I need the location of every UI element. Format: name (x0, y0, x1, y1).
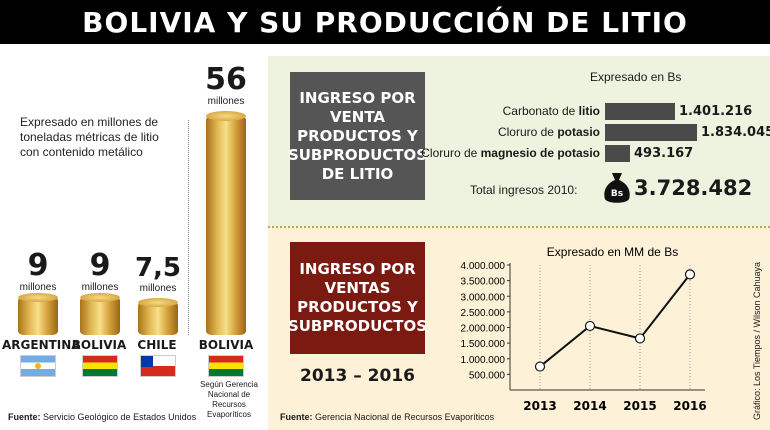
x-tick-label: 2014 (573, 399, 606, 413)
income-bar (605, 124, 697, 141)
reserves-note: Expresado en millones de toneladas métri… (20, 115, 159, 159)
y-tick-label: 2.500.000 (461, 308, 506, 319)
income-bar (605, 103, 675, 120)
reserve-unit-bolivia-gnre: millones (207, 96, 245, 107)
x-tick-label: 2013 (523, 399, 556, 413)
reserve-value-bolivia-gnre: 56 (205, 62, 247, 97)
data-point (634, 333, 646, 344)
reserve-unit-bolivia-usgs: millones (81, 282, 119, 293)
bolivia-source-note: Según Gerencia Nacional de Recursos Evap… (200, 380, 258, 419)
reserve-unit-chile: millones (139, 283, 177, 294)
y-tick-label: 3.000.000 (461, 292, 506, 303)
x-tick-label: 2016 (673, 399, 706, 413)
panel-separator (268, 226, 770, 228)
coin-stack-chile (138, 302, 178, 335)
income-bar-label: Cloruro de magnesio de potasio (421, 146, 600, 160)
flag-argentina-icon (20, 355, 56, 377)
x-tick-label: 2015 (623, 399, 656, 413)
coin-stack-argentina (18, 297, 58, 335)
credit: Gráfico: Los Tiempos / Wilson Cahuaya (752, 261, 762, 420)
y-tick-label: 3.500.000 (461, 277, 506, 288)
y-tick-label: 2.000.000 (461, 324, 506, 335)
country-bolivia-gnre: BOLIVIA (198, 338, 254, 352)
coin-stack-bolivia-usgs (80, 297, 120, 335)
reserve-unit-argentina: millones (19, 282, 57, 293)
income-bar (605, 145, 630, 162)
reserve-value-bolivia-usgs: 9 (89, 248, 111, 283)
income-bar-value: 1.834.045 (701, 125, 770, 140)
y-tick-label: 4.000.000 (461, 261, 506, 272)
country-argentina: ARGENTINA (2, 338, 81, 352)
y-tick-label: 1.500.000 (461, 339, 506, 350)
y-tick-label: 1.000.000 (461, 355, 506, 366)
divider (188, 120, 189, 335)
coin-stack-bolivia-gnre (206, 116, 246, 335)
income-bar-value: 1.401.216 (679, 104, 753, 119)
page-title: BOLIVIA Y SU PRODUCCIÓN DE LITIO (0, 0, 770, 44)
country-bolivia-usgs: BOLIVIA (71, 338, 127, 352)
money-bag-icon: Bs (604, 173, 630, 203)
income-bar-value: 493.167 (634, 146, 694, 161)
flag-bolivia-icon (208, 355, 244, 377)
data-point (534, 361, 546, 372)
source-right: Fuente: Gerencia Nacional de Recursos Ev… (280, 412, 495, 422)
sales-title: INGRESO POR VENTAS PRODUCTOS Y SUBPRODUC… (288, 242, 427, 354)
income-unit-label: Expresado en Bs (590, 70, 682, 84)
coin-top-bolivia-gnre (206, 111, 246, 121)
reserve-value-chile: 7,5 (134, 253, 182, 283)
income-bar-label: Cloruro de potasio (497, 125, 600, 139)
coin-top-argentina (18, 293, 58, 302)
y-tick-label: 500.000 (469, 370, 506, 381)
country-chile: CHILE (137, 338, 177, 352)
total-value: 3.728.482 (634, 176, 753, 200)
money-bag-label: Bs (611, 189, 623, 199)
source-left: Fuente: Servicio Geológico de Estados Un… (8, 412, 197, 422)
coin-top-chile (138, 298, 178, 307)
data-point (684, 269, 696, 280)
reserve-value-argentina: 9 (27, 248, 49, 283)
sales-line-chart: Expresado en MM de Bs 500.000 1.000.000 1.5… (461, 245, 707, 413)
coin-top-bolivia-usgs (80, 293, 120, 302)
sales-period: 2013 – 2016 (300, 366, 415, 386)
total-label: Total ingresos 2010: (470, 183, 578, 197)
flag-bolivia-icon (82, 355, 118, 377)
data-point (584, 320, 596, 332)
chart-title: Expresado en MM de Bs (547, 245, 678, 259)
income-title: INGRESO POR VENTA PRODUCTOS Y SUBPRODUCT… (288, 72, 427, 200)
flag-chile-icon (140, 355, 176, 377)
income-bar-label: Carbonato de litio (502, 104, 600, 118)
series-line (539, 273, 691, 368)
